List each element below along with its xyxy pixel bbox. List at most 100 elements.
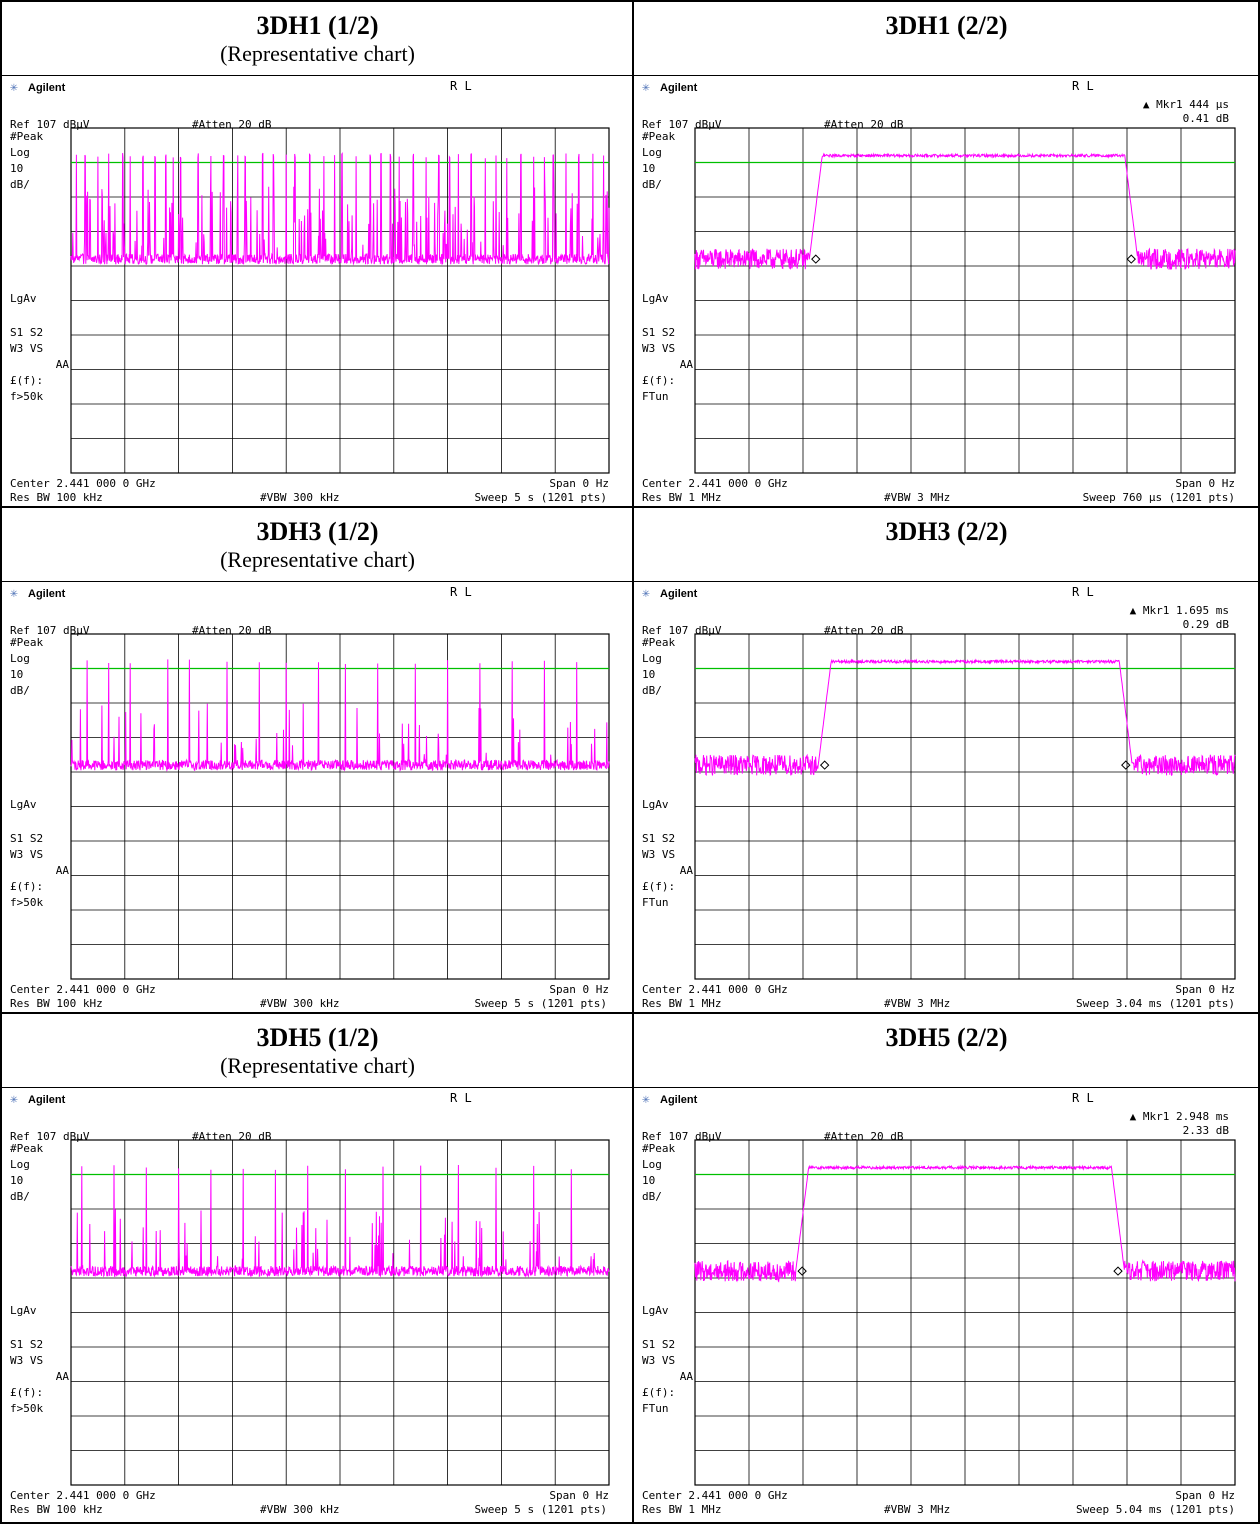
- side-label-5: LgAv: [10, 292, 37, 305]
- marker-delta-diamond: [1126, 254, 1136, 264]
- cell-title-1: 3DH1 (1/2) (Representative chart): [2, 11, 633, 67]
- ref-level: Ref 107 dBµV: [10, 1130, 90, 1143]
- side-label-3: 10: [642, 668, 655, 681]
- rl-label: R L: [1072, 585, 1094, 599]
- sweep-label: Sweep 5 s (1201 pts): [475, 997, 607, 1010]
- center-frequency: Center 2.441 000 0 GHz: [10, 983, 156, 996]
- side-label-3: 10: [10, 668, 23, 681]
- side-label-9: £(f):: [10, 374, 43, 387]
- brand-label: Agilent: [28, 1094, 66, 1106]
- side-label-10: FTun: [642, 1402, 669, 1415]
- marker-reference-diamond: [811, 254, 821, 264]
- side-label-7: W3 VS: [10, 848, 43, 861]
- chart-subtitle: (Representative chart): [220, 41, 415, 66]
- vbw-label: #VBW 300 kHz: [260, 1503, 339, 1516]
- res-bw: Res BW 100 kHz: [10, 997, 103, 1010]
- span-label: Span 0 Hz: [1175, 1489, 1235, 1502]
- side-label-5: LgAv: [10, 1304, 37, 1317]
- rl-label: R L: [1072, 1091, 1094, 1105]
- side-label-2: Log: [642, 652, 662, 665]
- agilent-logo-icon: ✳: [642, 80, 650, 95]
- side-label-4: dB/: [10, 684, 30, 697]
- side-label-3: 10: [642, 162, 655, 175]
- side-label-8: AA: [56, 1370, 70, 1383]
- side-label-8: AA: [680, 1370, 694, 1383]
- cell-title-2: 3DH1 (2/2): [634, 11, 1259, 41]
- agilent-logo-icon: ✳: [10, 1092, 18, 1107]
- rl-label: R L: [450, 1091, 472, 1105]
- side-label-2: Log: [10, 652, 30, 665]
- sweep-label: Sweep 5.04 ms (1201 pts): [1076, 1503, 1235, 1516]
- side-label-5: LgAv: [642, 1304, 669, 1317]
- rl-label: R L: [450, 585, 472, 599]
- side-label-1: #Peak: [10, 1142, 43, 1155]
- side-label-10: FTun: [642, 390, 669, 403]
- rl-label: R L: [450, 79, 472, 93]
- vbw-label: #VBW 3 MHz: [884, 997, 950, 1010]
- side-label-4: dB/: [10, 178, 30, 191]
- side-label-6: S1 S2: [642, 1338, 675, 1351]
- side-label-5: LgAv: [10, 798, 37, 811]
- atten-label: #Atten 20 dB: [192, 1130, 272, 1143]
- side-label-1: #Peak: [642, 1142, 675, 1155]
- agilent-logo-icon: ✳: [10, 80, 18, 95]
- table-row-divider-2: [0, 1012, 1260, 1014]
- marker-delta-diamond: [1113, 1266, 1123, 1276]
- ref-level: Ref 107 dBµV: [10, 624, 90, 637]
- agilent-logo-icon: ✳: [642, 1092, 650, 1107]
- side-label-1: #Peak: [642, 130, 675, 143]
- cell-title-3: 3DH3 (1/2) (Representative chart): [2, 517, 633, 573]
- side-label-1: #Peak: [10, 130, 43, 143]
- res-bw: Res BW 1 MHz: [642, 997, 721, 1010]
- side-label-7: W3 VS: [642, 848, 675, 861]
- span-label: Span 0 Hz: [1175, 983, 1235, 996]
- res-bw: Res BW 1 MHz: [642, 491, 721, 504]
- chart-subtitle: (Representative chart): [220, 547, 415, 572]
- side-label-7: W3 VS: [10, 1354, 43, 1367]
- agilent-logo-icon: ✳: [10, 586, 18, 601]
- atten-label: #Atten 20 dB: [192, 624, 272, 637]
- marker-readout: ▲ Mkr1 444 µs: [1143, 98, 1229, 111]
- side-label-3: 10: [10, 1174, 23, 1187]
- side-label-8: AA: [56, 864, 70, 877]
- cell-title-5: 3DH5 (1/2) (Representative chart): [2, 1023, 633, 1079]
- side-label-10: f>50k: [10, 896, 43, 909]
- side-label-9: £(f):: [642, 880, 675, 893]
- marker-value: 0.29 dB: [1183, 618, 1230, 631]
- sweep-label: Sweep 5 s (1201 pts): [475, 491, 607, 504]
- atten-label: #Atten 20 dB: [824, 1130, 904, 1143]
- chart-title: 3DH1 (2/2): [885, 11, 1008, 40]
- side-label-6: S1 S2: [10, 1338, 43, 1351]
- chart-title: 3DH3 (2/2): [885, 517, 1008, 546]
- marker-reference-diamond: [797, 1266, 807, 1276]
- marker-readout: ▲ Mkr1 1.695 ms: [1130, 604, 1229, 617]
- marker-delta-diamond: [1121, 760, 1131, 770]
- marker-readout: ▲ Mkr1 2.948 ms: [1130, 1110, 1229, 1123]
- chart-title: 3DH1 (1/2): [256, 11, 379, 40]
- cell-title-4: 3DH3 (2/2): [634, 517, 1259, 547]
- sweep-label: Sweep 760 µs (1201 pts): [1083, 491, 1235, 504]
- side-label-7: W3 VS: [642, 342, 675, 355]
- vbw-label: #VBW 300 kHz: [260, 491, 339, 504]
- res-bw: Res BW 100 kHz: [10, 1503, 103, 1516]
- ref-level: Ref 107 dBµV: [10, 118, 90, 131]
- brand-label: Agilent: [660, 82, 698, 94]
- side-label-4: dB/: [642, 1190, 662, 1203]
- analyzer-screen-3: ✳ Agilent R L Ref 107 dBµV #Atten 20 dB #Peak…: [10, 585, 610, 1010]
- analyzer-screen-5: ✳ Agilent R L Ref 107 dBµV #Atten 20 dB #Peak…: [10, 1091, 610, 1516]
- side-label-2: Log: [10, 1158, 30, 1171]
- side-label-2: Log: [642, 146, 662, 159]
- table-border-left: [0, 0, 2, 1524]
- title-screen-divider-3: [0, 1087, 1260, 1088]
- trace-series: [694, 152, 1236, 271]
- side-label-7: W3 VS: [642, 1354, 675, 1367]
- title-screen-divider-1: [0, 75, 1260, 76]
- chart-title: 3DH3 (1/2): [256, 517, 379, 546]
- trace-series: [70, 151, 610, 266]
- side-label-8: AA: [680, 358, 694, 371]
- analyzer-screen-1: ✳ Agilent R L Ref 107 dBµV #Atten 20 dB #Peak…: [10, 79, 610, 504]
- side-label-6: S1 S2: [10, 326, 43, 339]
- side-label-10: f>50k: [10, 1402, 43, 1415]
- side-label-6: S1 S2: [642, 832, 675, 845]
